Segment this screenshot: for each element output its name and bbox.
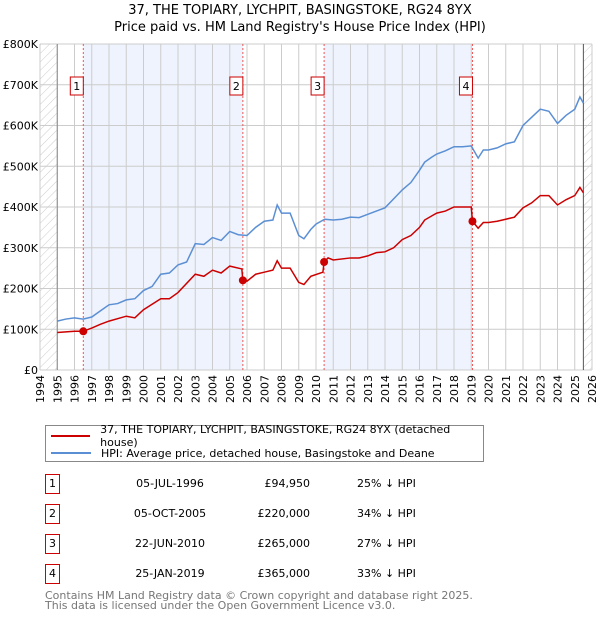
legend: 37, THE TOPIARY, LYCHPIT, BASINGSTOKE, R… (45, 423, 484, 462)
x-tick-label: 2003 (189, 375, 202, 403)
x-tick-label: 2021 (500, 375, 513, 403)
sale-date: 22-JUN-2010 (134, 537, 206, 550)
x-tick-label: 2017 (431, 375, 444, 403)
x-tick-label: 2011 (327, 375, 340, 403)
sale-marker-label: 2 (233, 80, 240, 93)
y-tick-label: £600K (3, 120, 39, 133)
y-tick-label: £400K (3, 201, 39, 214)
sale-hpi-diff: 33% ↓ HPI (357, 567, 416, 580)
sale-point (320, 258, 329, 267)
legend-swatch-hpi (51, 452, 91, 454)
legend-swatch-property (51, 435, 91, 437)
chart-title: 37, THE TOPIARY, LYCHPIT, BASINGSTOKE, R… (128, 3, 472, 18)
sale-hpi-diff: 34% ↓ HPI (357, 507, 416, 520)
x-tick-label: 2023 (534, 375, 547, 403)
x-tick-label: 2010 (310, 375, 323, 403)
y-tick-label: £800K (3, 38, 39, 51)
sale-marker-label: 3 (314, 80, 321, 93)
x-tick-label: 2014 (379, 375, 392, 403)
sale-number: 1 (45, 474, 60, 494)
sale-price: £94,950 (264, 477, 311, 490)
chart-subtitle: Price paid vs. HM Land Registry's House … (114, 20, 486, 35)
sale-row: 2 05-OCT-2005 £220,000 34% ↓ HPI (45, 504, 445, 524)
sale-row: 1 05-JUL-1996 £94,950 25% ↓ HPI (45, 474, 445, 494)
sale-price: £220,000 (257, 507, 311, 520)
series-line (57, 95, 585, 322)
sale-row: 3 22-JUN-2010 £265,000 27% ↓ HPI (45, 534, 445, 554)
x-tick-label: 2013 (362, 375, 375, 403)
x-tick-label: 1999 (120, 375, 133, 403)
x-tick-label: 2015 (396, 375, 409, 403)
sale-date: 05-JUL-1996 (136, 477, 204, 490)
x-tick-label: 2024 (552, 375, 565, 403)
x-tick-label: 2000 (138, 375, 151, 403)
x-tick-label: 2004 (207, 375, 220, 403)
sale-price: £365,000 (257, 567, 311, 580)
x-tick-label: 1995 (51, 375, 64, 403)
legend-label-property: 37, THE TOPIARY, LYCHPIT, BASINGSTOKE, R… (100, 423, 451, 449)
x-tick-label: 1997 (86, 375, 99, 403)
sale-marker-box (69, 76, 84, 96)
x-tick-label: 2006 (241, 375, 254, 403)
footer-licence: This data is licensed under the Open Gov… (45, 599, 396, 612)
sale-hpi-diff: 27% ↓ HPI (357, 537, 416, 550)
y-tick-label: £0 (24, 364, 38, 377)
footer-copyright: Contains HM Land Registry data © Crown c… (45, 589, 473, 602)
sale-row: 4 25-JAN-2019 £365,000 33% ↓ HPI (45, 564, 445, 584)
sale-point (79, 327, 88, 336)
x-tick-label: 2025 (569, 375, 582, 403)
sale-marker-label: 1 (73, 80, 80, 93)
sale-number: 3 (45, 534, 60, 554)
sale-point (238, 276, 247, 285)
x-tick-label: 2002 (172, 375, 185, 403)
series-line (57, 186, 585, 334)
sale-hpi-diff: 25% ↓ HPI (357, 477, 416, 490)
sale-date: 25-JAN-2019 (135, 567, 205, 580)
y-tick-label: £200K (3, 283, 39, 296)
sale-point (468, 217, 477, 226)
sale-date: 05-OCT-2005 (133, 507, 207, 520)
x-tick-label: 2022 (517, 375, 530, 403)
x-tick-label: 2020 (483, 375, 496, 403)
sale-marker-box (310, 76, 325, 96)
y-tick-label: £300K (3, 242, 39, 255)
sale-marker-box (229, 76, 244, 96)
x-tick-label: 2012 (345, 375, 358, 403)
sale-marker-box (458, 76, 473, 96)
x-tick-label: 2005 (224, 375, 237, 403)
x-tick-label: 2019 (465, 375, 478, 403)
y-tick-label: £700K (3, 79, 39, 92)
x-tick-label: 2007 (258, 375, 271, 403)
y-tick-label: £500K (3, 160, 39, 173)
x-tick-label: 1996 (69, 375, 82, 403)
x-tick-label: 2001 (155, 375, 168, 403)
x-tick-label: 1998 (103, 375, 116, 403)
sale-number: 4 (45, 564, 60, 584)
x-tick-label: 1994 (34, 375, 47, 403)
x-tick-label: 2009 (293, 375, 306, 403)
x-tick-label: 2026 (586, 375, 599, 403)
sale-number: 2 (45, 504, 60, 524)
x-tick-label: 2018 (448, 375, 461, 403)
legend-label-hpi: HPI: Average price, detached house, Basi… (101, 446, 435, 460)
x-tick-label: 2008 (276, 375, 289, 403)
x-tick-label: 2016 (414, 375, 427, 403)
y-tick-label: £100K (3, 323, 39, 336)
sale-price: £265,000 (257, 537, 311, 550)
price-chart: 1994 1995 1996 1997 1998 1999 2000 2001 2002 2003… (3, 38, 599, 403)
sale-marker-label: 4 (462, 80, 469, 93)
